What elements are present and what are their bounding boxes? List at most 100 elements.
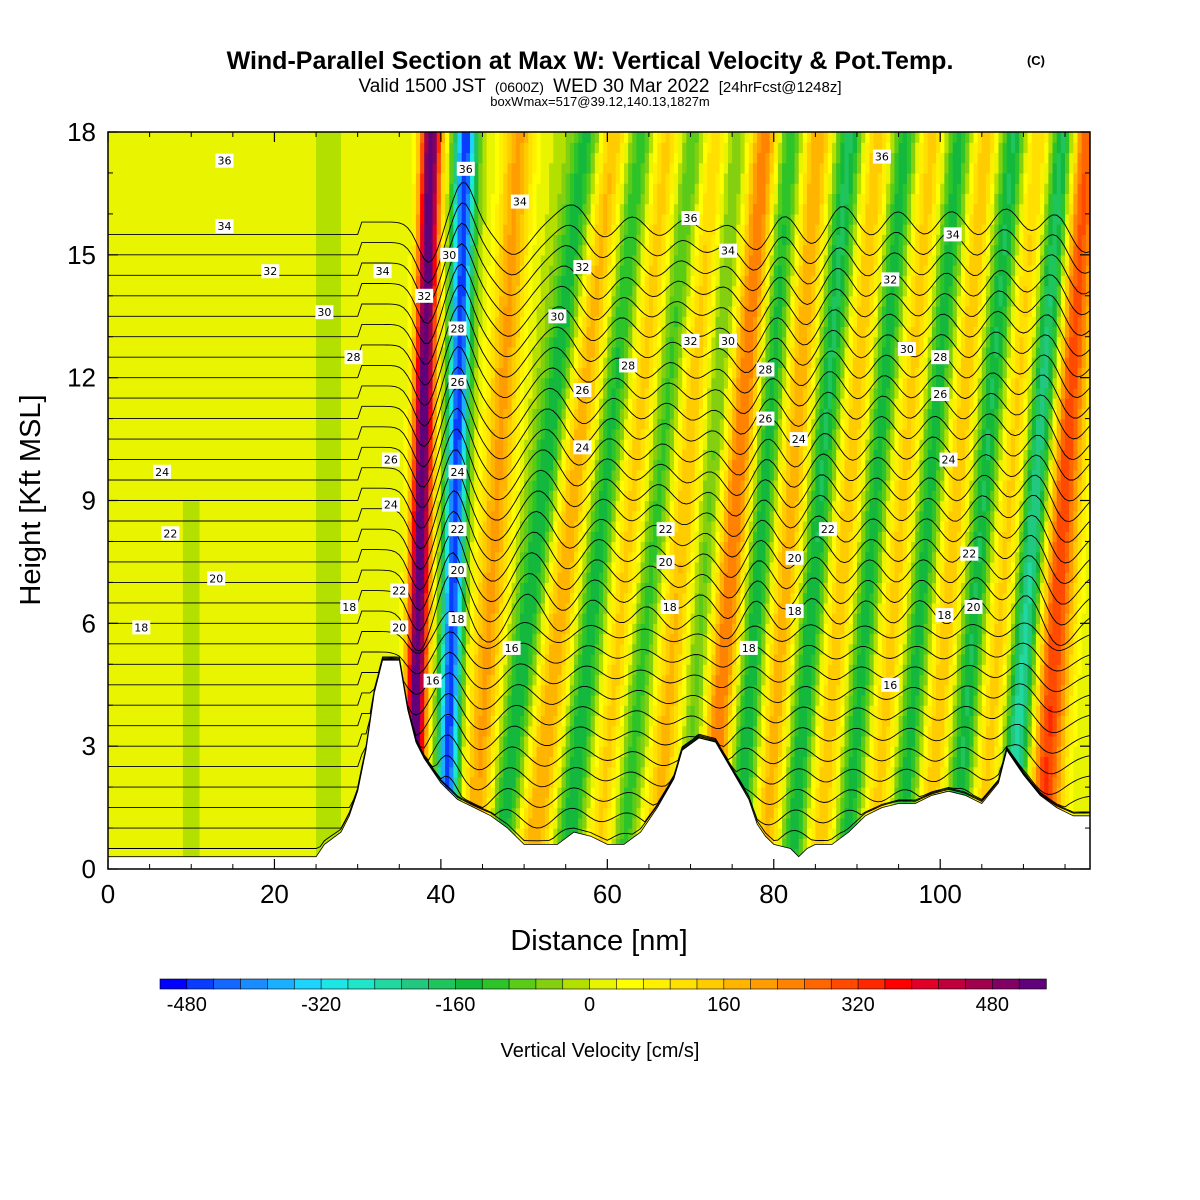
w-field-cell [445, 592, 450, 624]
w-field-cell [794, 531, 800, 563]
w-field-cell [952, 234, 958, 266]
w-field-cell [540, 377, 546, 409]
w-field-cell [981, 224, 987, 256]
w-field-cell [1044, 132, 1049, 143]
w-field-cell [794, 633, 800, 655]
w-field-cell [1035, 674, 1041, 686]
w-field-cell [836, 408, 841, 430]
w-field-cell [823, 449, 829, 502]
w-field-cell [898, 766, 904, 809]
w-field-cell [561, 449, 567, 471]
w-field-cell [1073, 469, 1079, 512]
w-field-cell [723, 725, 729, 757]
w-field-cell [969, 142, 975, 164]
w-field-cell [994, 746, 1000, 778]
w-field-cell [1048, 561, 1054, 583]
w-field-cell [1027, 664, 1033, 686]
w-field-cell [773, 551, 779, 583]
w-field-cell [474, 132, 479, 164]
w-field-cell [690, 705, 696, 747]
w-field-cell [740, 592, 746, 614]
w-field-cell [848, 224, 854, 256]
y-tick-label: 12 [67, 363, 96, 393]
w-field-cell [777, 520, 783, 553]
w-field-cell [457, 275, 463, 440]
w-field-cell [449, 480, 454, 522]
w-field-cell [644, 172, 650, 205]
w-field-cell [952, 326, 958, 348]
w-field-cell [603, 613, 608, 635]
w-field-cell [844, 582, 850, 624]
w-field-cell [815, 664, 821, 686]
w-field-cell [744, 613, 750, 645]
w-field-cell [653, 500, 658, 563]
w-field-cell [561, 387, 567, 409]
w-field-cell [777, 715, 783, 757]
isentrope-line [108, 552, 1090, 632]
w-field-cell [594, 142, 600, 154]
w-field-cell [852, 132, 858, 154]
w-field-cell [902, 643, 908, 665]
w-field-cell [615, 520, 621, 553]
w-field-cell [865, 551, 871, 645]
w-field-cell [915, 439, 920, 461]
w-field-cell [603, 807, 608, 850]
w-field-cell [657, 418, 663, 461]
w-field-cell [653, 654, 658, 676]
w-field-cell [499, 193, 504, 246]
colorbar-swatch [401, 978, 430, 990]
colorbar-swatch [750, 978, 779, 990]
w-field-cell [1027, 725, 1033, 747]
w-field-cell [752, 398, 758, 420]
w-field-cell [569, 285, 575, 317]
w-field-cell [744, 592, 750, 614]
w-field-cell [898, 295, 904, 328]
w-field-cell [782, 162, 787, 225]
terrain-profile [108, 659, 1090, 869]
w-field-cell [931, 582, 937, 604]
w-field-cell [440, 582, 446, 614]
w-field-cell [919, 439, 925, 461]
w-field-cell [965, 172, 970, 195]
w-field-cell [623, 336, 629, 369]
w-field-cell [536, 705, 542, 727]
w-field-cell [782, 817, 787, 839]
w-field-cell [661, 469, 667, 512]
w-field-cell [927, 357, 933, 379]
isentrope-label: 22 [656, 522, 675, 537]
w-field-cell [832, 193, 837, 215]
w-field-cell [478, 162, 484, 235]
w-field-cell [524, 725, 529, 737]
w-field-cell [528, 735, 534, 757]
w-field-cell [470, 725, 475, 778]
w-field-cell [440, 306, 446, 348]
w-field-cell [786, 480, 792, 604]
w-field-cell [1040, 213, 1045, 235]
w-field-cell [985, 295, 991, 328]
w-field-cell [623, 705, 629, 737]
w-field-cell [952, 705, 958, 737]
w-field-cell [856, 613, 862, 655]
w-field-cell [861, 602, 866, 696]
w-field-cell [623, 664, 629, 686]
w-field-cell [861, 510, 866, 543]
colorbar-label: Vertical Velocity [cm/s] [501, 1040, 700, 1062]
isentrope-label: 18 [935, 608, 954, 623]
w-field-cell [436, 367, 442, 409]
w-field-cell [524, 582, 529, 686]
w-field-cell [536, 654, 542, 665]
w-field-cell [786, 674, 792, 696]
w-field-cell [985, 561, 991, 583]
w-field-cell [881, 439, 887, 481]
w-field-cell [952, 756, 958, 788]
w-field-cell [615, 224, 621, 246]
w-field-cell [881, 582, 887, 604]
w-field-cell [977, 152, 983, 276]
isentrope-label-bg [448, 464, 467, 479]
w-field-cell [1060, 275, 1066, 287]
w-field-cell [840, 746, 846, 768]
isentrope-label: 26 [381, 452, 400, 467]
w-field-cell [569, 367, 575, 389]
w-field-cell [840, 510, 846, 635]
w-field-cell [969, 500, 975, 532]
